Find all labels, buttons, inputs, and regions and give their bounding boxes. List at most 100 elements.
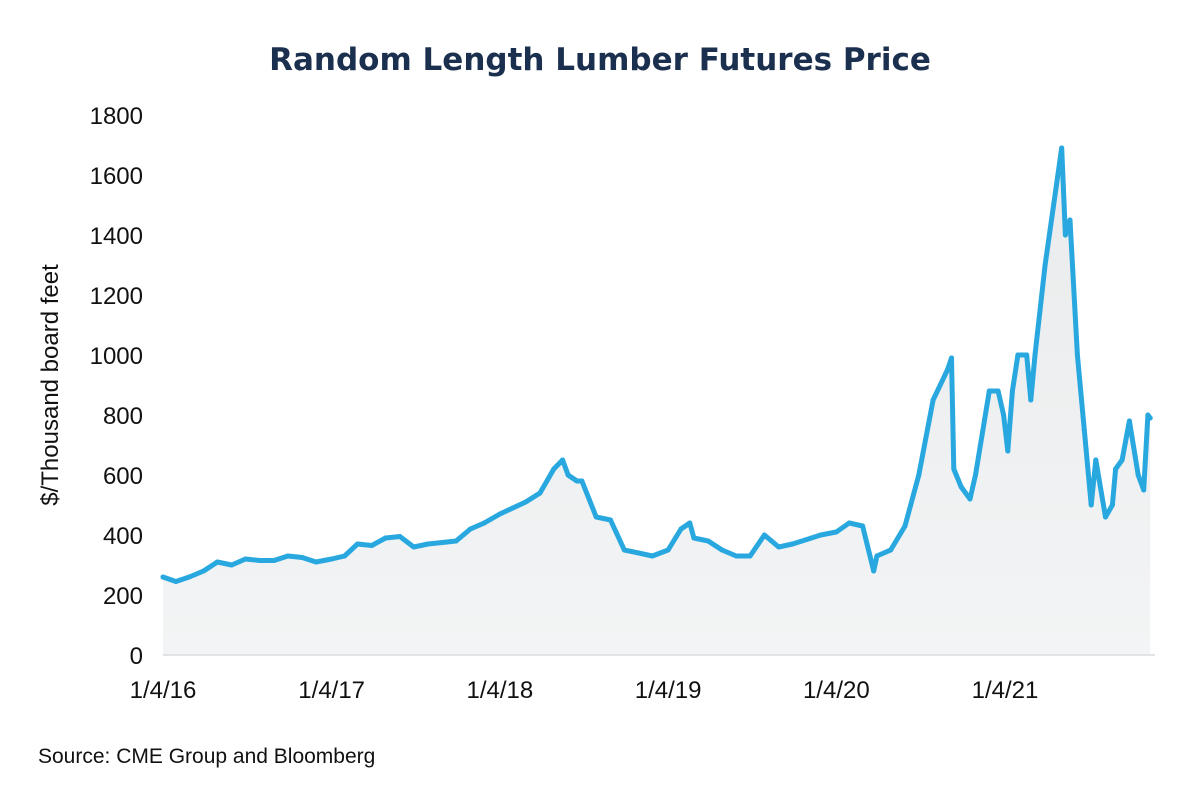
- data-point: [691, 535, 697, 541]
- data-point: [747, 553, 753, 559]
- data-point: [1001, 412, 1007, 418]
- y-tick-label: 800: [103, 403, 143, 430]
- data-point: [425, 541, 431, 547]
- data-point: [888, 547, 894, 553]
- data-point: [1141, 487, 1147, 493]
- data-point: [1009, 388, 1015, 394]
- data-point: [214, 559, 220, 565]
- data-point: [342, 553, 348, 559]
- data-point: [790, 541, 796, 547]
- data-point: [257, 558, 263, 563]
- y-tick-label: 0: [130, 643, 143, 670]
- y-tick-label: 1200: [90, 283, 143, 310]
- y-tick-label: 200: [103, 583, 143, 610]
- data-point: [1015, 352, 1021, 358]
- data-point: [383, 535, 389, 541]
- y-tick-label: 1600: [90, 163, 143, 190]
- data-point: [1119, 457, 1125, 463]
- data-point: [1028, 397, 1034, 403]
- data-point: [560, 457, 566, 463]
- data-point: [649, 553, 655, 559]
- data-point: [354, 541, 360, 547]
- y-axis-label: $/Thousand board feet: [37, 264, 64, 506]
- data-point: [636, 550, 642, 556]
- data-point: [1062, 232, 1068, 238]
- data-point: [705, 538, 711, 544]
- x-tick-label: 1/4/16: [130, 677, 197, 704]
- data-point: [818, 532, 824, 538]
- data-point: [995, 388, 1001, 394]
- data-point: [958, 484, 964, 490]
- data-point: [944, 367, 950, 373]
- data-point: [497, 511, 503, 517]
- data-point: [271, 558, 277, 563]
- data-point: [481, 520, 487, 526]
- data-point: [574, 478, 580, 484]
- x-tick-label: 1/4/17: [298, 677, 365, 704]
- chart-title: Random Length Lumber Futures Price: [269, 42, 931, 78]
- y-tick-label: 1800: [90, 103, 143, 130]
- data-point: [439, 540, 445, 545]
- data-point: [453, 538, 459, 544]
- data-point: [201, 568, 207, 574]
- data-point: [949, 355, 955, 361]
- data-point: [579, 478, 585, 484]
- data-point: [1126, 418, 1132, 424]
- data-point: [1135, 472, 1141, 478]
- x-tick-label: 1/4/20: [803, 677, 870, 704]
- price-area-fill: [163, 148, 1151, 655]
- data-point: [846, 520, 852, 526]
- data-point: [593, 514, 599, 520]
- data-point: [1088, 502, 1094, 508]
- data-point: [719, 547, 725, 553]
- data-point: [986, 388, 992, 394]
- data-point: [687, 520, 693, 526]
- data-point: [1032, 352, 1038, 358]
- data-point: [833, 529, 839, 535]
- data-point: [967, 496, 973, 502]
- data-point: [173, 579, 179, 584]
- data-point: [565, 472, 571, 478]
- data-point: [369, 543, 375, 548]
- x-tick-label: 1/4/18: [467, 677, 534, 704]
- data-point: [860, 523, 866, 529]
- data-point: [1093, 457, 1099, 463]
- data-point: [930, 397, 936, 403]
- x-tick-label: 1/4/21: [972, 677, 1039, 704]
- data-point: [621, 547, 627, 553]
- data-point: [523, 499, 529, 505]
- source-note: Source: CME Group and Bloomberg: [38, 745, 375, 768]
- data-point: [1042, 262, 1048, 268]
- data-point: [678, 526, 684, 532]
- y-tick-label: 1400: [90, 223, 143, 250]
- x-tick-label: 1/4/19: [635, 677, 702, 704]
- data-point: [665, 547, 671, 553]
- data-point: [607, 517, 613, 523]
- data-point: [1081, 427, 1087, 433]
- data-point: [229, 562, 235, 568]
- data-point: [1147, 415, 1153, 421]
- data-point: [242, 556, 248, 562]
- data-point: [804, 537, 810, 542]
- data-point: [1109, 502, 1115, 508]
- data-point: [186, 574, 192, 580]
- data-point: [299, 555, 305, 560]
- data-point: [397, 534, 403, 539]
- data-point: [871, 568, 877, 574]
- data-point: [411, 544, 417, 550]
- data-point: [874, 553, 880, 559]
- data-point: [537, 490, 543, 496]
- data-point: [1102, 514, 1108, 520]
- data-point: [551, 466, 557, 472]
- data-point: [329, 556, 335, 562]
- data-point: [467, 526, 473, 532]
- y-tick-label: 1000: [90, 343, 143, 370]
- price-line: [160, 145, 1153, 584]
- data-point: [1113, 466, 1119, 472]
- data-point: [1024, 352, 1030, 358]
- data-point: [510, 505, 516, 511]
- data-point: [951, 466, 957, 472]
- data-point: [776, 544, 782, 550]
- y-tick-label: 600: [103, 463, 143, 490]
